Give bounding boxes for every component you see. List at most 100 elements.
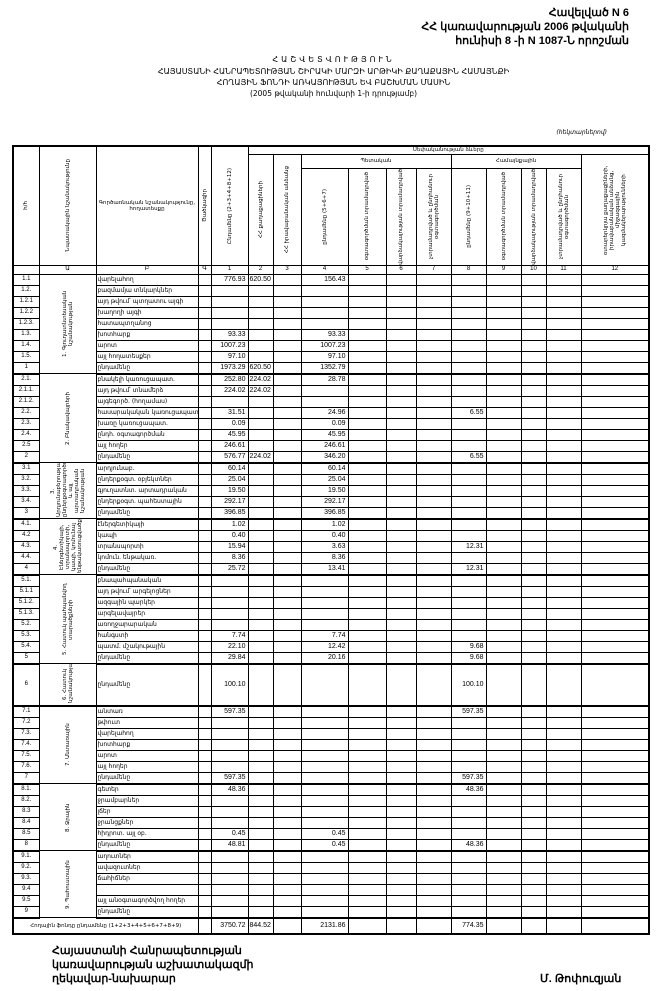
group-label-text: 7. Անտառային xyxy=(64,723,71,767)
value-cell xyxy=(347,861,387,874)
value-cell xyxy=(545,618,582,631)
row-number: 8.1. xyxy=(12,783,40,796)
value-cell xyxy=(210,295,249,308)
table-row: 4.2 կապի 0.40 0.40 xyxy=(12,529,650,542)
value-cell xyxy=(580,850,650,863)
value-cell xyxy=(485,495,522,508)
value-cell xyxy=(485,574,522,587)
row-code xyxy=(197,727,212,740)
value-cell xyxy=(520,805,547,818)
value-cell xyxy=(415,760,452,773)
column-number: Բ xyxy=(95,264,199,275)
value-cell xyxy=(385,361,417,375)
value-cell xyxy=(300,716,349,729)
row-name: ընդերքօգտ. օբյեկտներ xyxy=(95,473,199,486)
value-cell xyxy=(545,850,582,863)
value-cell xyxy=(415,705,452,718)
value-cell xyxy=(450,395,487,408)
value-cell xyxy=(415,450,452,464)
value-cell xyxy=(385,473,417,486)
value-cell xyxy=(415,905,452,919)
header-state-unallocated: չտրամադրված և ընդհանուր օգտագործման xyxy=(415,167,452,266)
row-code xyxy=(197,629,212,642)
value-cell xyxy=(580,816,650,829)
value-cell: 12.31 xyxy=(450,540,487,553)
value-cell xyxy=(247,651,274,665)
value-cell xyxy=(545,462,582,475)
value-cell xyxy=(300,663,349,707)
value-cell xyxy=(520,540,547,553)
value-cell xyxy=(485,473,522,486)
value-cell xyxy=(520,450,547,464)
value-cell xyxy=(415,373,452,386)
value-cell xyxy=(272,395,302,408)
value-cell xyxy=(520,395,547,408)
value-cell xyxy=(247,473,274,486)
row-number: 2.2. xyxy=(12,406,40,419)
row-name: կապի xyxy=(95,529,199,542)
value-cell xyxy=(247,905,274,919)
value-cell xyxy=(385,417,417,430)
header-legal-entities: ՀՀ իրավաբանական անձանց xyxy=(272,153,302,266)
value-cell xyxy=(347,838,387,852)
value-cell xyxy=(247,518,274,531)
value-cell xyxy=(385,574,417,587)
value-cell xyxy=(300,894,349,907)
value-cell xyxy=(450,618,487,631)
value-cell xyxy=(545,651,582,665)
value-cell xyxy=(580,462,650,475)
value-cell xyxy=(520,738,547,751)
table-row: 9.5 այլ անօգտագործվող հողեր xyxy=(12,894,650,907)
value-cell xyxy=(485,883,522,896)
value-cell xyxy=(450,850,487,863)
value-cell xyxy=(580,838,650,852)
value-cell xyxy=(415,295,452,308)
value-cell xyxy=(520,350,547,363)
value-cell xyxy=(385,816,417,829)
value-cell xyxy=(385,384,417,397)
row-name: ընդհ. օգտագործման xyxy=(95,428,199,441)
value-cell xyxy=(347,872,387,885)
value-cell xyxy=(450,339,487,352)
value-cell xyxy=(347,495,387,508)
value-cell: 22.10 xyxy=(210,640,249,653)
value-cell xyxy=(247,861,274,874)
column-number: 11 xyxy=(545,264,582,275)
value-cell: 252.80 xyxy=(210,373,249,386)
value-cell xyxy=(272,473,302,486)
row-code xyxy=(197,284,212,297)
value-cell xyxy=(347,607,387,620)
value-cell xyxy=(485,350,522,363)
value-cell xyxy=(485,328,522,341)
value-cell xyxy=(545,838,582,852)
column-number: 12 xyxy=(580,264,650,275)
value-cell xyxy=(415,562,452,576)
value-cell xyxy=(300,618,349,631)
value-cell: 1.02 xyxy=(300,518,349,531)
row-code xyxy=(197,273,212,286)
value-cell xyxy=(485,295,522,308)
table-row: 5.1.1 այդ թվում՝ արգելոցներ xyxy=(12,585,650,598)
value-cell xyxy=(450,518,487,531)
value-cell xyxy=(247,827,274,840)
value-cell xyxy=(347,716,387,729)
column-number: Գ xyxy=(197,264,212,275)
value-cell xyxy=(347,749,387,762)
value-cell xyxy=(347,450,387,464)
value-cell xyxy=(580,827,650,840)
value-cell xyxy=(580,350,650,363)
value-cell xyxy=(580,384,650,397)
value-cell xyxy=(545,716,582,729)
value-cell: 93.33 xyxy=(300,328,349,341)
column-number: 6 xyxy=(385,264,417,275)
value-cell xyxy=(545,562,582,576)
value-cell xyxy=(272,585,302,598)
group-label-text: 1. Գյուղատնտեսական նշանակության xyxy=(61,290,74,357)
value-cell xyxy=(247,585,274,598)
value-cell xyxy=(520,373,547,386)
value-cell xyxy=(450,629,487,642)
row-number: 3.1 xyxy=(12,462,40,475)
row-number: 4 xyxy=(12,562,40,576)
value-cell xyxy=(385,317,417,330)
value-cell xyxy=(415,805,452,818)
